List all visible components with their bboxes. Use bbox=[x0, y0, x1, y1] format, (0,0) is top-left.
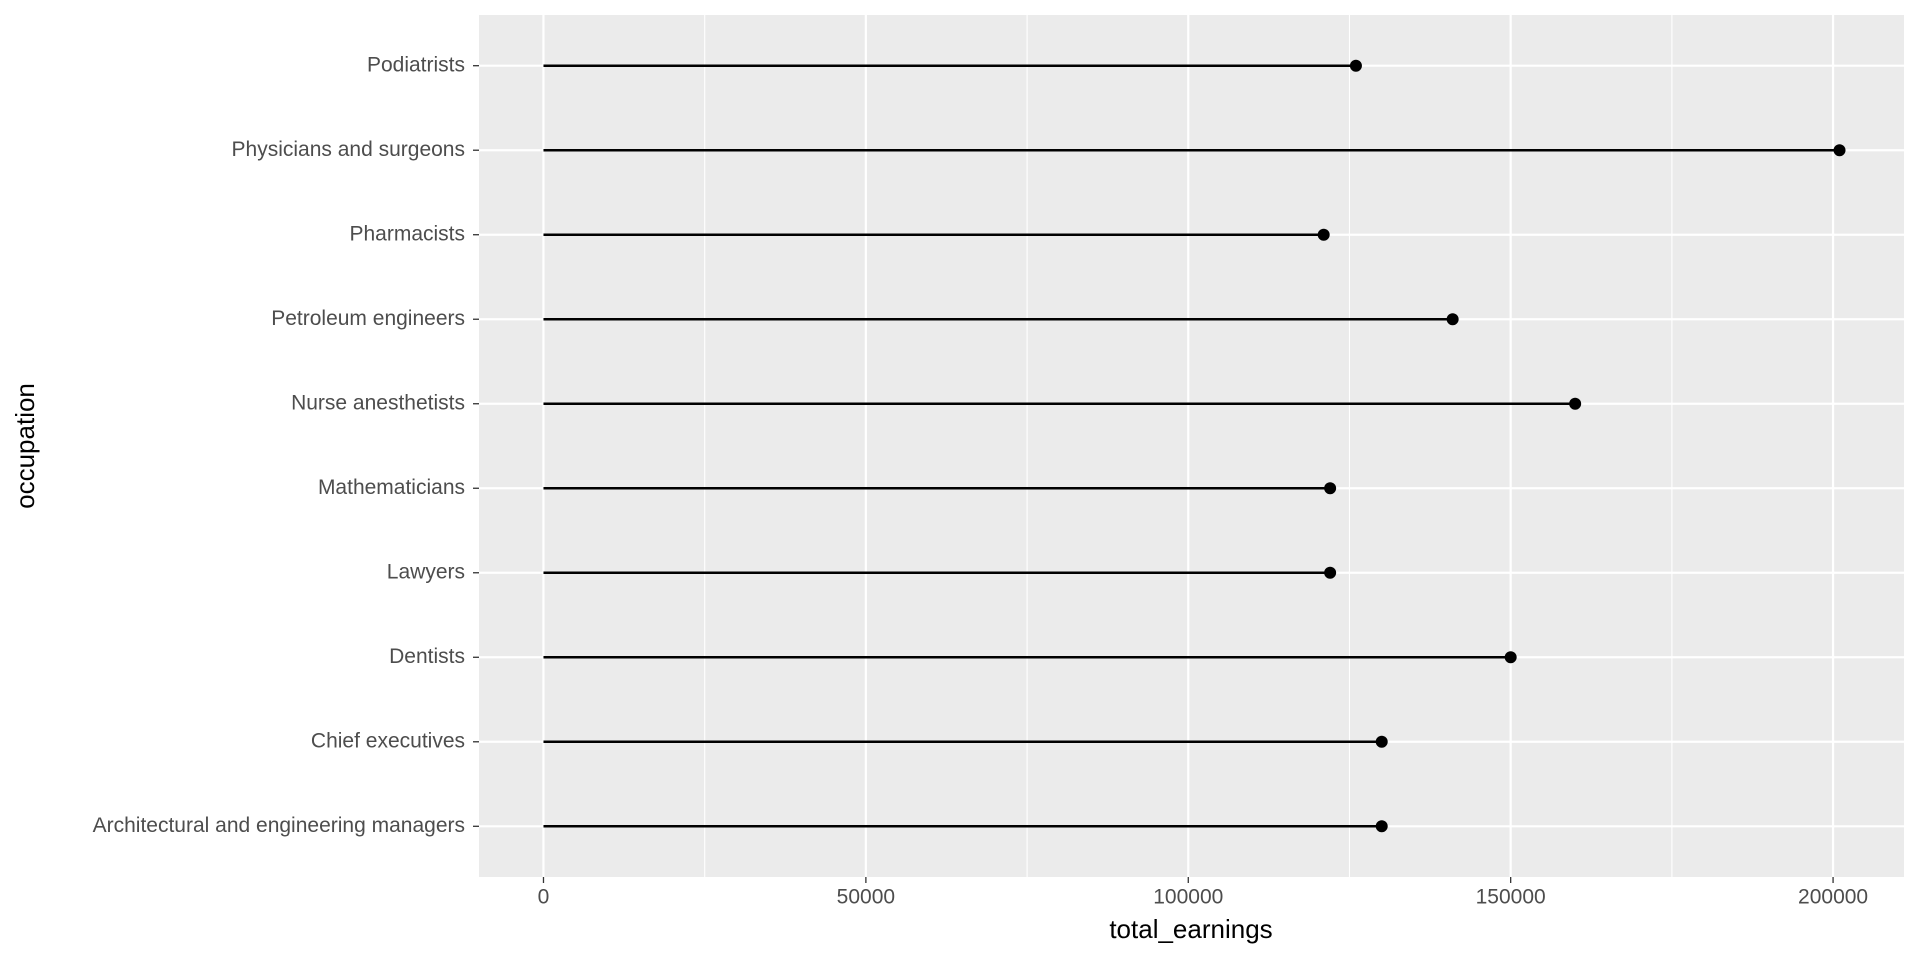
x-tick-label: 150000 bbox=[1476, 886, 1546, 909]
lollipop-dot bbox=[1569, 397, 1582, 410]
y-tick-label: Podiatrists bbox=[367, 53, 465, 76]
y-tick-label: Mathematicians bbox=[318, 476, 465, 499]
lollipop-dot bbox=[1324, 566, 1337, 579]
y-axis-title: occupation bbox=[10, 383, 40, 509]
x-axis-title: total_earnings bbox=[1109, 914, 1272, 944]
y-tick-label: Nurse anesthetists bbox=[291, 391, 465, 414]
lollipop-dot bbox=[1349, 59, 1362, 72]
lollipop-dot bbox=[1446, 313, 1459, 326]
y-tick-label: Architectural and engineering managers bbox=[93, 814, 465, 837]
lollipop-dot bbox=[1324, 482, 1337, 495]
y-tick-label: Lawyers bbox=[387, 560, 465, 583]
y-tick-label: Chief executives bbox=[311, 729, 465, 752]
lollipop-dot bbox=[1833, 144, 1846, 157]
x-tick-label: 200000 bbox=[1798, 886, 1868, 909]
lollipop-dot bbox=[1317, 228, 1330, 241]
lollipop-dot bbox=[1375, 735, 1388, 748]
x-tick-label: 50000 bbox=[837, 886, 895, 909]
y-tick-label: Dentists bbox=[389, 645, 465, 668]
lollipop-dot bbox=[1375, 820, 1388, 833]
y-tick-label: Pharmacists bbox=[349, 222, 465, 245]
panel bbox=[479, 15, 1904, 877]
y-tick-label: Physicians and surgeons bbox=[232, 138, 465, 161]
x-tick-label: 0 bbox=[538, 886, 550, 909]
y-tick-label: Petroleum engineers bbox=[271, 307, 465, 330]
lollipop-dot bbox=[1504, 651, 1517, 664]
x-tick-label: 100000 bbox=[1153, 886, 1223, 909]
